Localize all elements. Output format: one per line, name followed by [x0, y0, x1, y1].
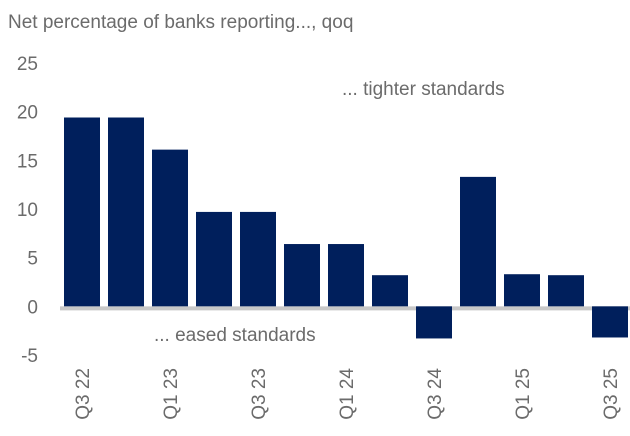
chart-title: Net percentage of banks reporting..., qo… — [8, 12, 353, 33]
bar — [460, 176, 496, 307]
y-tick-label: 0 — [27, 297, 38, 318]
y-tick-label: 20 — [17, 103, 38, 124]
bar — [196, 211, 232, 307]
y-tick-label: -5 — [21, 346, 38, 367]
x-tick-label: Q3 23 — [249, 368, 270, 420]
x-tick-label: Q3 22 — [73, 368, 94, 420]
bar — [372, 275, 408, 307]
y-tick-label: 10 — [17, 200, 38, 221]
x-axis-ticks: Q3 22 Q1 23 Q3 23 Q1 24 Q3 24 Q1 25 Q3 25 — [73, 368, 622, 420]
bar — [152, 149, 188, 307]
x-tick-label: Q3 24 — [425, 368, 446, 420]
x-tick-label: Q1 24 — [337, 368, 358, 420]
x-tick-label: Q1 25 — [513, 368, 534, 420]
bar — [416, 306, 452, 339]
y-axis-ticks: -5 0 5 10 15 20 25 — [17, 54, 38, 367]
bar — [504, 274, 540, 307]
x-tick-label: Q1 23 — [161, 368, 182, 420]
y-tick-label: 5 — [27, 249, 38, 270]
bars — [64, 117, 628, 339]
bar — [108, 117, 144, 307]
annotation-tighter: ... tighter standards — [342, 79, 505, 100]
bar — [284, 244, 320, 307]
bar — [328, 244, 364, 307]
bar — [240, 211, 276, 307]
annotation-eased: ... eased standards — [154, 325, 316, 346]
y-tick-label: 15 — [17, 151, 38, 172]
x-tick-label: Q3 25 — [601, 368, 622, 420]
y-tick-label: 25 — [17, 54, 38, 75]
bar — [64, 117, 100, 307]
bar — [592, 306, 628, 338]
bar — [548, 275, 584, 307]
